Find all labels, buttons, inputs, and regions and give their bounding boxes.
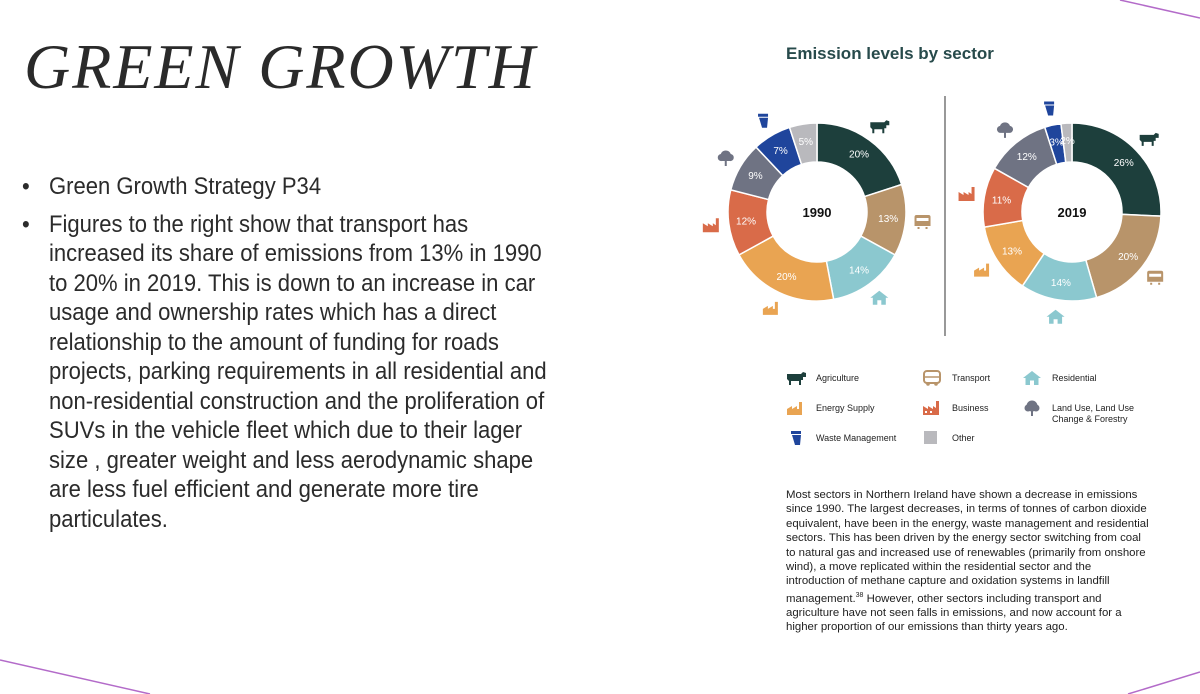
slice-agriculture-2019 <box>1071 122 1162 217</box>
bin-icon <box>758 113 769 128</box>
legend-label: Waste Management <box>816 433 897 443</box>
slice-label: 20% <box>849 150 869 161</box>
paragraph-text: Most sectors in Northern Ireland have sh… <box>786 489 1149 605</box>
bus-icon <box>914 214 931 229</box>
cow-icon <box>870 120 890 134</box>
donut-center-year: 1990 <box>803 205 832 220</box>
bullet-text: Green Growth Strategy P34 <box>49 173 322 200</box>
power-plant-icon <box>762 301 778 315</box>
slice-label: 3% <box>1049 138 1064 149</box>
slice-label: 5% <box>799 137 814 148</box>
donut-chart-2019: 26% 20% 14% 13% 11% 12% 3%2% 2019 <box>958 101 1164 324</box>
tree-icon <box>996 122 1014 138</box>
bus-icon <box>1147 270 1164 285</box>
legend-label: Land Use, Land Use Change & Forestry <box>1052 403 1135 424</box>
slice-label: 20% <box>1118 252 1138 263</box>
bin-icon <box>791 431 801 445</box>
factory-icon <box>958 186 975 201</box>
power-plant-icon <box>787 402 802 415</box>
slice-label: 2% <box>1060 136 1075 147</box>
cow-icon <box>1139 132 1159 146</box>
slice-label: 7% <box>773 146 788 157</box>
slice-label: 14% <box>849 265 869 276</box>
sector-paragraph: Most sectors in Northern Ireland have sh… <box>786 488 1152 635</box>
bullet-list: • Green Growth Strategy P34 • Figures to… <box>22 172 547 542</box>
factory-icon <box>923 401 939 415</box>
power-plant-icon <box>974 263 990 277</box>
house-icon <box>870 290 889 305</box>
slice-label: 12% <box>736 216 756 227</box>
tree-icon <box>717 150 734 167</box>
legend-label: Agriculture <box>816 373 860 383</box>
footnote-ref: 38 <box>855 591 864 599</box>
page-title: GREEN GROWTH <box>24 31 537 102</box>
cow-icon <box>787 372 806 385</box>
legend-item-business: Business <box>922 400 989 416</box>
square-icon <box>924 431 937 444</box>
donut-chart-1990: 20% 13% 14% 20% 12% 9% 7% 5% 1990 <box>702 113 931 315</box>
legend-label: Transport <box>952 373 991 383</box>
bus-icon <box>923 370 941 386</box>
legend-item-residential: Residential <box>1022 370 1097 386</box>
slice-label: 11% <box>992 195 1011 206</box>
bullet-item: • Figures to the right show that transpo… <box>22 210 553 535</box>
slice-other-1990 <box>788 122 818 166</box>
slice-label: 13% <box>1002 246 1022 257</box>
slice-other-2019 <box>1060 122 1073 164</box>
house-icon <box>1046 309 1065 324</box>
donut-center-year: 2019 <box>1058 205 1087 220</box>
bin-icon <box>1044 101 1055 116</box>
slice-label: 26% <box>1114 158 1134 169</box>
paragraph-text-continued: However, other sectors including transpo… <box>786 592 1122 634</box>
slice-label: 14% <box>1051 278 1071 289</box>
slice-label: 12% <box>1017 152 1037 163</box>
legend-item-waste-management: Waste Management <box>786 430 896 446</box>
legend-item-energy-supply: Energy Supply <box>786 400 875 416</box>
legend-label: Residential <box>1052 373 1097 383</box>
factory-icon <box>702 218 719 233</box>
slice-label: 13% <box>878 214 898 225</box>
bullet-text: Figures to the right show that transport… <box>49 210 547 533</box>
bullet-marker: • <box>22 210 30 238</box>
legend-label: Other <box>952 433 975 443</box>
legend-item-other: Other <box>922 430 975 446</box>
legend-label: Business <box>952 403 989 413</box>
tree-icon <box>1024 400 1040 416</box>
bullet-marker: • <box>22 173 30 200</box>
legend-item-transport: Transport <box>922 370 990 386</box>
legend-item-land-use: Land Use, Land Use Change & Forestry <box>1022 400 1152 425</box>
house-icon <box>1023 371 1041 385</box>
slice-label: 20% <box>777 272 797 283</box>
slice-label: 9% <box>748 171 763 182</box>
legend-label: Energy Supply <box>816 403 875 413</box>
bullet-item: • Green Growth Strategy P34 <box>22 172 499 202</box>
legend-item-agriculture: Agriculture <box>786 370 859 386</box>
chart-title: Emission levels by sector <box>786 44 994 63</box>
